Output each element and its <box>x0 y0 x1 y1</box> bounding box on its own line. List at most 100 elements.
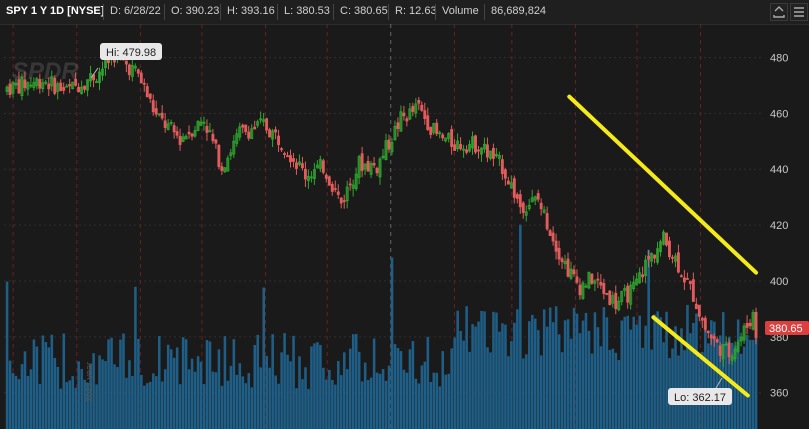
candle-body <box>5 86 9 92</box>
volume-bar <box>295 388 298 429</box>
candle-body <box>611 295 615 304</box>
volume-bar <box>465 306 468 429</box>
volume-label: Volume <box>442 5 479 17</box>
volume-bar <box>510 341 513 429</box>
candle-body <box>101 68 104 76</box>
high-annotation: Hi: 479.98 <box>106 47 156 59</box>
candle-body <box>563 260 567 265</box>
candle-body <box>142 82 146 85</box>
trendline-lower <box>651 315 750 398</box>
candle-body <box>306 176 310 181</box>
volume-bar <box>468 351 471 429</box>
candle-body <box>300 163 304 169</box>
volume-bar <box>116 367 119 429</box>
candle-body <box>169 122 173 124</box>
candle-body <box>151 100 155 113</box>
candle-body <box>175 131 179 136</box>
volume-bar <box>202 384 206 429</box>
volume-bar <box>310 346 313 429</box>
volume-bar <box>363 362 367 429</box>
candle-body <box>163 120 167 128</box>
volume-bar <box>581 320 585 429</box>
volume-bar <box>268 367 271 429</box>
candle-body <box>647 256 651 260</box>
volume-bar <box>53 357 57 429</box>
candle-body <box>444 137 448 142</box>
volume-bar <box>525 354 528 429</box>
candle-body <box>459 144 463 150</box>
last-price-tag: 380.65 <box>765 321 809 335</box>
candle-body <box>485 144 489 158</box>
volume-bar <box>134 286 137 429</box>
candle-body <box>11 81 15 94</box>
candle-body <box>423 110 427 120</box>
volume-bar <box>650 349 653 429</box>
symbol-label[interactable]: SPY 1 Y 1D [NYSE] <box>6 5 105 17</box>
volume-bar <box>584 312 588 429</box>
volume-bar <box>623 316 627 429</box>
candle-body <box>402 112 406 117</box>
candle-body <box>536 193 540 200</box>
volume-bar <box>104 361 107 429</box>
candle-body <box>187 131 191 135</box>
volume-bar <box>50 334 54 429</box>
hamburger-menu-icon[interactable] <box>790 3 808 21</box>
candle-body <box>393 126 397 141</box>
candle-body <box>721 343 725 360</box>
candle-body <box>715 339 719 343</box>
volume-bar <box>175 347 179 429</box>
candle-body <box>271 130 275 140</box>
volume-bar <box>271 334 274 429</box>
volume-bar <box>384 380 388 429</box>
candle-body <box>447 133 451 139</box>
candle-body <box>95 81 98 83</box>
volume-bar <box>95 384 98 429</box>
volume-bar <box>11 373 15 429</box>
candle-body <box>241 124 245 128</box>
chart-header: SPY 1 Y 1D [NYSE] D: 6/28/22 O: 390.23 H… <box>0 0 809 25</box>
candle-body <box>71 81 75 90</box>
volume-bar <box>92 353 95 429</box>
volume-bar <box>101 359 104 429</box>
candle-body <box>324 174 328 179</box>
volume-bar <box>638 315 641 429</box>
candle-body <box>432 123 436 133</box>
volume-bar <box>131 375 134 429</box>
candle-body <box>130 64 134 77</box>
candle-body <box>724 343 728 346</box>
candle-body <box>244 124 248 133</box>
candle-body <box>668 240 671 258</box>
candle-body <box>629 284 633 305</box>
candle-body <box>74 78 78 86</box>
candle-body <box>309 176 313 179</box>
expand-icon[interactable] <box>770 3 788 21</box>
candle-body <box>238 126 242 138</box>
candle-body <box>44 81 48 84</box>
volume-bar <box>208 341 212 429</box>
volume-bar <box>107 339 110 429</box>
volume-bar <box>513 322 516 429</box>
volume-bar <box>557 334 561 429</box>
volume-bar <box>486 347 489 429</box>
candle-body <box>178 135 182 145</box>
volume-bar <box>516 309 519 429</box>
volume-bar <box>152 373 155 429</box>
candle-body <box>136 69 140 74</box>
candle-body <box>688 280 692 284</box>
volume-bar <box>193 371 197 429</box>
candle-body <box>596 278 600 281</box>
volume-bar <box>447 373 450 429</box>
candle-body <box>685 278 689 280</box>
volume-bar <box>155 376 158 429</box>
candle-body <box>208 130 212 133</box>
volume-bar <box>44 342 48 429</box>
candle-body <box>274 129 278 133</box>
candle-body <box>420 104 424 111</box>
volume-bar <box>244 383 248 429</box>
open-value: O: 390.23 <box>171 5 220 17</box>
candle-body <box>256 121 260 126</box>
candle-body <box>38 79 42 89</box>
volume-bar <box>704 320 707 429</box>
volume-bar <box>745 335 749 429</box>
